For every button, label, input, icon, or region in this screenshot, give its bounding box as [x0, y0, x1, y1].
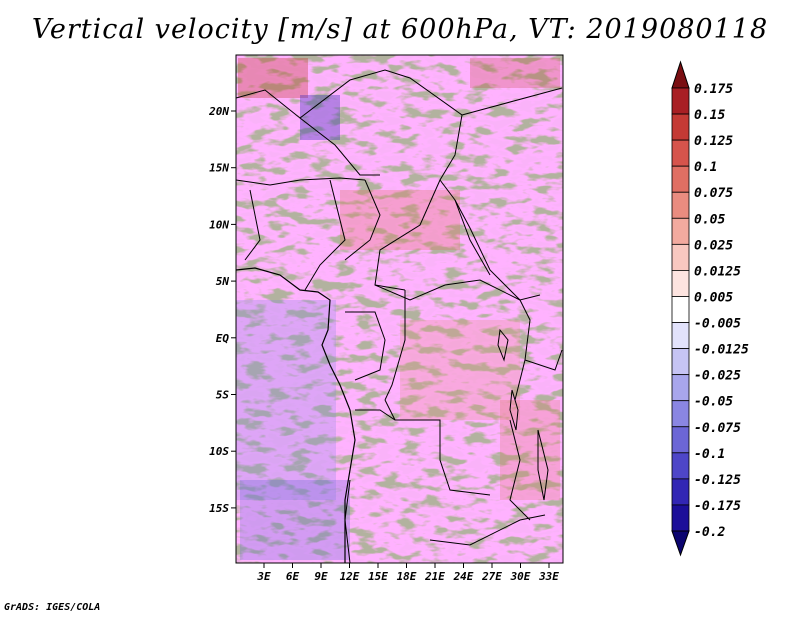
lat-label: 10S — [209, 445, 229, 458]
colorbar-label: 0.1 — [694, 160, 717, 175]
colorbar-label: 0.05 — [694, 212, 725, 227]
colorbar-segment — [671, 374, 690, 402]
colorbar-label: -0.1 — [694, 447, 725, 462]
colorbar-label: 0.025 — [694, 238, 733, 253]
colorbar-label: -0.05 — [694, 395, 733, 410]
lon-label: 18E — [397, 570, 417, 583]
lon-label: 27E — [481, 570, 502, 583]
colorbar-label: 0.125 — [694, 134, 733, 149]
colorbar-label: -0.005 — [694, 317, 741, 332]
ascent-patch-east — [500, 400, 560, 500]
grads-credit: GrADS: IGES/COLA — [4, 602, 101, 613]
lat-label: 10N — [209, 218, 229, 231]
colorbar-segment — [671, 270, 690, 297]
lon-label: 30E — [510, 570, 531, 583]
colorbar-segment — [671, 296, 690, 323]
colorbar-label: 0.175 — [694, 82, 733, 97]
latitude-axis: 20N 15N 10N 5N EQ 5S 10S 15S — [208, 105, 236, 515]
ascent-patch-congo — [400, 320, 520, 420]
velocity-field — [236, 55, 563, 563]
colorbar-segment — [671, 139, 690, 167]
ascent-patch-northeast — [470, 58, 560, 88]
colorbar-segment — [671, 504, 690, 532]
colorbar-bottom-arrow — [671, 530, 690, 557]
colorbar-label: -0.175 — [694, 499, 741, 514]
colorbar-label: 0.075 — [694, 186, 733, 201]
colorbar-label: -0.075 — [694, 421, 741, 436]
lon-label: 6E — [286, 570, 300, 583]
lat-label: 20N — [208, 105, 229, 118]
lat-label: 15N — [209, 162, 229, 175]
plot-title: Vertical velocity [m/s] at 600hPa, VT: 2… — [31, 14, 769, 45]
lon-label: 3E — [256, 570, 271, 583]
ascent-patch-sahel — [340, 190, 460, 250]
colorbar: 0.175 0.15 0.125 0.1 0.075 0.05 0.025 0.0125 0.0… — [671, 60, 749, 557]
colorbar-label: -0.125 — [694, 473, 741, 488]
colorbar-label: -0.2 — [694, 525, 725, 540]
colorbar-segment — [671, 452, 690, 480]
colorbar-segment — [671, 191, 690, 219]
colorbar-label: -0.0125 — [694, 343, 749, 358]
descent-patch-atlantic — [236, 300, 336, 500]
lon-label: 33E — [538, 570, 559, 583]
descent-patch-southwest — [240, 480, 350, 560]
lon-label: 21E — [424, 570, 445, 583]
ascent-patch-northwest — [238, 58, 308, 98]
longitude-axis: 3E 6E 9E 12E 15E 18E 21E 24E 27E 30E 33E — [256, 563, 559, 583]
colorbar-top-arrow — [671, 60, 690, 89]
colorbar-segment — [671, 322, 690, 349]
lon-label: 24E — [453, 570, 474, 583]
colorbar-segment — [671, 400, 690, 428]
colorbar-label: 0.15 — [694, 108, 725, 123]
lat-label: 15S — [209, 502, 229, 515]
colorbar-label: 0.0125 — [694, 264, 741, 279]
colorbar-segment — [671, 348, 690, 376]
lat-label: 5N — [216, 275, 230, 288]
lat-label: 5S — [216, 389, 230, 402]
lon-label: 12E — [340, 570, 360, 583]
colorbar-segment — [671, 426, 690, 454]
map-frame — [235, 54, 564, 564]
colorbar-segment — [671, 87, 690, 115]
lat-label: EQ — [216, 332, 230, 345]
colorbar-segment — [671, 243, 690, 271]
lon-label: 9E — [314, 570, 328, 583]
political-borders — [236, 69, 563, 563]
colorbar-segment — [671, 217, 690, 245]
colorbar-segment — [671, 165, 690, 193]
colorbar-segment — [671, 113, 690, 141]
lon-label: 15E — [368, 570, 388, 583]
colorbar-label: -0.025 — [694, 369, 741, 384]
colorbar-label: 0.005 — [694, 290, 733, 305]
colorbar-segment — [671, 478, 690, 506]
